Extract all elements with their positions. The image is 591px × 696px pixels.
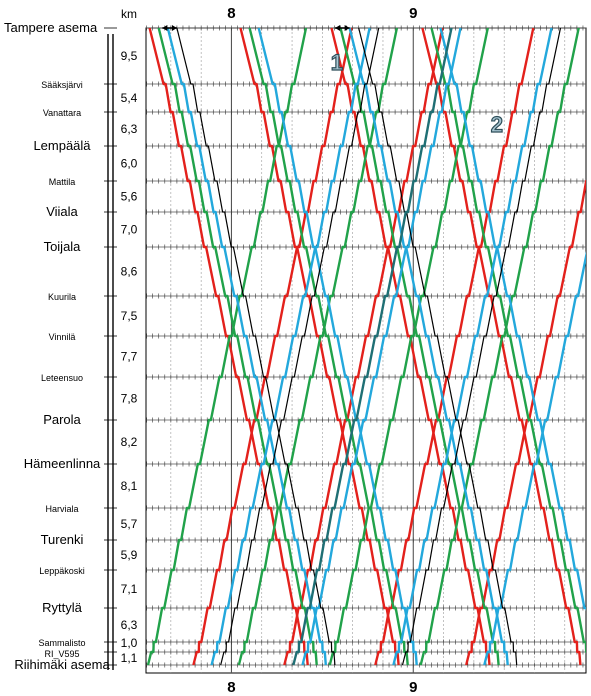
station-label: Sammalisto	[38, 638, 85, 648]
section-km-label: 5,4	[121, 91, 138, 105]
train-line-red-down	[330, 27, 491, 666]
station-label: Harviala	[45, 504, 78, 514]
train-line-green-down	[339, 27, 500, 666]
train-line-black-up	[401, 27, 562, 666]
station-label: Riihimäki asema	[14, 657, 110, 672]
train-line-red-down	[421, 27, 582, 666]
station-label: Leppäkoski	[39, 566, 85, 576]
train-line-teal-up	[292, 27, 453, 666]
hour-label-top: 8	[227, 5, 235, 22]
station-label: Hämeenlinna	[24, 456, 101, 471]
section-km-label: 7,7	[121, 350, 138, 364]
train-line-blue-down	[348, 27, 509, 666]
section-km-label: 7,5	[121, 309, 138, 323]
section-km-label: 1,1	[121, 651, 138, 665]
train-line-red-up	[283, 27, 444, 666]
station-label: RI_V595	[44, 649, 79, 659]
train-line-blue-down	[257, 27, 418, 666]
hour-label-bottom: 9	[409, 679, 417, 696]
station-label: Vanattara	[43, 108, 81, 118]
train-line-black-up	[220, 27, 380, 666]
section-km-label: 6,3	[121, 618, 138, 632]
marker-label: 1	[331, 50, 343, 75]
train-line-black-down	[358, 27, 518, 666]
section-km-label: 6,0	[121, 157, 138, 171]
train-line-green-down	[157, 27, 318, 666]
marker-label: 2	[491, 112, 503, 137]
section-km-label: 8,1	[121, 479, 138, 493]
train-line-red-down	[148, 27, 309, 666]
section-km-label: 7,8	[121, 392, 138, 406]
train-line-blue-down	[166, 27, 327, 666]
section-km-label: 1,0	[121, 636, 138, 650]
labels: 1 2 8 8 9 9 km Tampere asema Sääksjärvi Vanattara…	[4, 5, 504, 696]
hour-label-top: 9	[409, 5, 417, 22]
station-label: Parola	[43, 412, 81, 427]
train-line-green-up	[237, 27, 399, 666]
section-km-label: 6,3	[121, 122, 138, 136]
section-km-label: 5,7	[121, 517, 138, 531]
station-label: Turenki	[41, 532, 84, 547]
train-line-blue-up	[392, 27, 553, 666]
station-label: Ryttylä	[42, 600, 83, 615]
station-label: Vinnilä	[49, 332, 76, 342]
train-line-blue-up	[483, 250, 586, 666]
train-line-green-down	[430, 27, 586, 654]
train-line-blue-down	[439, 27, 586, 612]
train-line-blue-up	[301, 27, 462, 666]
train-line-green-down	[248, 27, 409, 666]
station-label: Tampere asema	[4, 20, 98, 35]
train-line-green-up	[146, 27, 308, 666]
station-label: Toijala	[44, 239, 82, 254]
section-km-label: 7,1	[121, 582, 138, 596]
station-label: Leteensuo	[41, 373, 83, 383]
section-km-label: 5,9	[121, 548, 138, 562]
station-label: Sääksjärvi	[41, 80, 83, 90]
section-km-label: 5,6	[121, 190, 138, 204]
train-line-green-up	[419, 27, 580, 666]
station-label: Lempäälä	[33, 138, 91, 153]
km-header: km	[121, 7, 137, 21]
station-label: Viiala	[46, 204, 78, 219]
section-km-label: 9,5	[121, 49, 138, 63]
train-line-black-down	[176, 27, 336, 666]
headway-arrowhead	[162, 25, 177, 31]
station-label: Kuurila	[48, 292, 76, 302]
section-km-label: 8,2	[121, 435, 138, 449]
section-km-label: 8,6	[121, 265, 138, 279]
train-line-red-up	[465, 179, 586, 666]
headway-arrowhead	[335, 25, 350, 31]
train-lines	[146, 25, 586, 666]
hour-label-bottom: 8	[227, 679, 235, 696]
train-line-red-down	[239, 27, 400, 666]
station-label: Mattila	[49, 177, 76, 187]
section-km-label: 7,0	[121, 223, 138, 237]
train-line-blue-up	[210, 27, 371, 666]
train-line-green-up	[328, 27, 489, 666]
